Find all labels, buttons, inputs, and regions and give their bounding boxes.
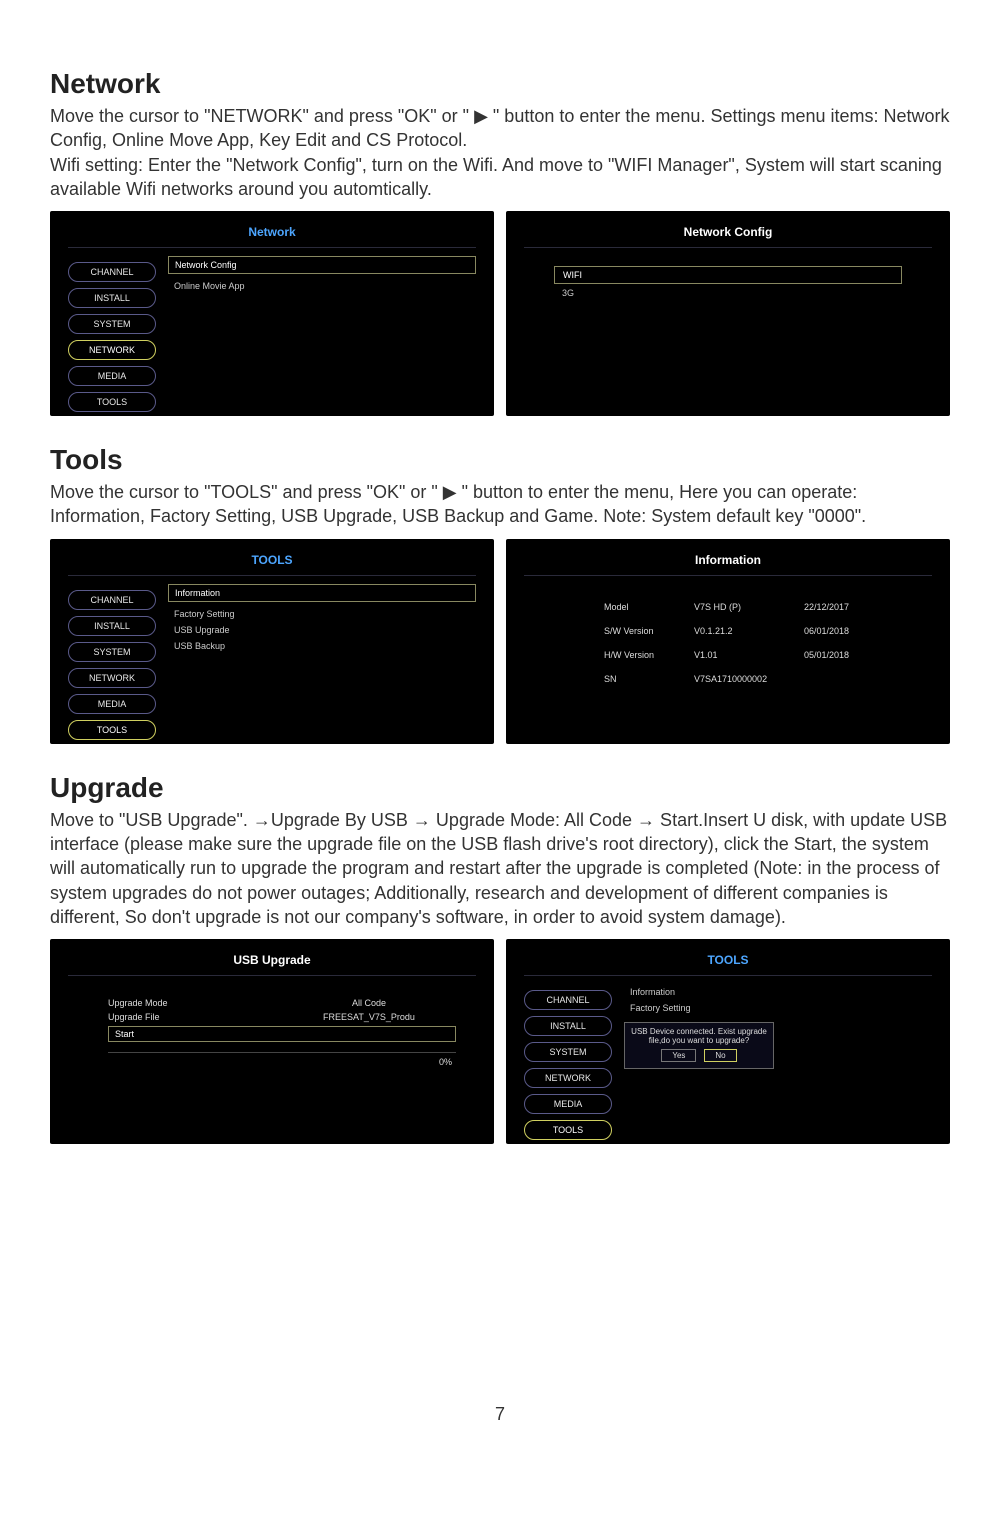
sidebar-item-channel[interactable]: CHANNEL: [68, 590, 156, 610]
option-usb-upgrade[interactable]: USB Upgrade: [168, 622, 476, 638]
upgrade-mode-label: Upgrade Mode: [108, 998, 282, 1008]
popup-text: USB Device connected. Exist upgrade file…: [631, 1027, 767, 1045]
info-label: Model: [604, 602, 694, 612]
sidebar-item-channel[interactable]: CHANNEL: [524, 990, 612, 1010]
info-date: [804, 674, 884, 684]
tools-screenshots-row: TOOLS CHANNEL INSTALL SYSTEM NETWORK MED…: [50, 539, 950, 744]
popup-yes-button[interactable]: Yes: [661, 1049, 696, 1062]
info-row-hw: H/W Version V1.01 05/01/2018: [604, 650, 892, 660]
info-val: V0.1.21.2: [694, 626, 804, 636]
screenshot-tools-menu: TOOLS CHANNEL INSTALL SYSTEM NETWORK MED…: [50, 539, 494, 744]
usb-row-file: Upgrade File FREESAT_V7S_Produ: [108, 1012, 456, 1022]
sidebar-item-system[interactable]: SYSTEM: [524, 1042, 612, 1062]
sidebar-item-tools[interactable]: TOOLS: [524, 1120, 612, 1140]
info-label: S/W Version: [604, 626, 694, 636]
screenshot-tools-popup: TOOLS CHANNEL INSTALL SYSTEM NETWORK MED…: [506, 939, 950, 1144]
info-date: 06/01/2018: [804, 626, 884, 636]
upgrade-file-value[interactable]: FREESAT_V7S_Produ: [282, 1012, 456, 1022]
sidebar-item-network[interactable]: NETWORK: [68, 340, 156, 360]
shot-title: USB Upgrade: [68, 949, 476, 976]
info-row-model: Model V7S HD (P) 22/12/2017: [604, 602, 892, 612]
info-val: V1.01: [694, 650, 804, 660]
sidebar-item-install[interactable]: INSTALL: [68, 288, 156, 308]
progress-bar: [108, 1052, 456, 1053]
section-heading-network: Network: [50, 68, 950, 100]
option-factory-setting[interactable]: Factory Setting: [168, 606, 476, 622]
menu-options: Information Factory Setting USB Upgrade …: [168, 584, 476, 740]
shot-title: Information: [524, 549, 932, 576]
info-val: V7SA1710000002: [694, 674, 804, 684]
screenshot-information: Information Model V7S HD (P) 22/12/2017 …: [506, 539, 950, 744]
section-body-upgrade: Move to "USB Upgrade". →Upgrade By USB →…: [50, 808, 950, 929]
menu-options: Information Factory Setting USB Device c…: [624, 984, 932, 1140]
section-heading-tools: Tools: [50, 444, 950, 476]
network-screenshots-row: Network CHANNEL INSTALL SYSTEM NETWORK M…: [50, 211, 950, 416]
sidebar-item-system[interactable]: SYSTEM: [68, 314, 156, 334]
start-button[interactable]: Start: [108, 1026, 456, 1042]
sidebar-item-install[interactable]: INSTALL: [68, 616, 156, 636]
sidebar: CHANNEL INSTALL SYSTEM NETWORK MEDIA TOO…: [68, 256, 156, 412]
sidebar-item-media[interactable]: MEDIA: [68, 366, 156, 386]
section-body-network: Move the cursor to "NETWORK" and press "…: [50, 104, 950, 201]
option-online-movie-app[interactable]: Online Movie App: [168, 278, 476, 294]
sidebar-item-channel[interactable]: CHANNEL: [68, 262, 156, 282]
info-row-sw: S/W Version V0.1.21.2 06/01/2018: [604, 626, 892, 636]
shot-title: TOOLS: [524, 949, 932, 976]
popup-no-button[interactable]: No: [704, 1049, 736, 1062]
screenshot-usb-upgrade: USB Upgrade Upgrade Mode All Code Upgrad…: [50, 939, 494, 1144]
netconf-3g[interactable]: 3G: [554, 284, 902, 302]
shot-title: Network: [68, 221, 476, 248]
sidebar-item-tools[interactable]: TOOLS: [68, 720, 156, 740]
info-val: V7S HD (P): [694, 602, 804, 612]
option-information[interactable]: Information: [624, 984, 932, 1000]
option-information[interactable]: Information: [168, 584, 476, 602]
option-network-config[interactable]: Network Config: [168, 256, 476, 274]
sidebar: CHANNEL INSTALL SYSTEM NETWORK MEDIA TOO…: [68, 584, 156, 740]
info-date: 22/12/2017: [804, 602, 884, 612]
upgrade-confirm-popup: USB Device connected. Exist upgrade file…: [624, 1022, 774, 1069]
sidebar: CHANNEL INSTALL SYSTEM NETWORK MEDIA TOO…: [524, 984, 612, 1140]
info-table: Model V7S HD (P) 22/12/2017 S/W Version …: [524, 584, 932, 684]
sidebar-item-media[interactable]: MEDIA: [68, 694, 156, 714]
section-body-tools: Move the cursor to "TOOLS" and press "OK…: [50, 480, 950, 529]
sidebar-item-tools[interactable]: TOOLS: [68, 392, 156, 412]
section-heading-upgrade: Upgrade: [50, 772, 950, 804]
page-number: 7: [50, 1404, 950, 1425]
screenshot-network-menu: Network CHANNEL INSTALL SYSTEM NETWORK M…: [50, 211, 494, 416]
info-row-sn: SN V7SA1710000002: [604, 674, 892, 684]
option-factory-setting[interactable]: Factory Setting: [624, 1000, 932, 1016]
info-label: H/W Version: [604, 650, 694, 660]
usb-row-mode: Upgrade Mode All Code: [108, 998, 456, 1008]
info-label: SN: [604, 674, 694, 684]
sidebar-item-media[interactable]: MEDIA: [524, 1094, 612, 1114]
option-usb-backup[interactable]: USB Backup: [168, 638, 476, 654]
progress-percent: 0%: [108, 1057, 456, 1067]
info-date: 05/01/2018: [804, 650, 884, 660]
upgrade-mode-value[interactable]: All Code: [282, 998, 456, 1008]
sidebar-item-network[interactable]: NETWORK: [68, 668, 156, 688]
sidebar-item-network[interactable]: NETWORK: [524, 1068, 612, 1088]
upgrade-screenshots-row: USB Upgrade Upgrade Mode All Code Upgrad…: [50, 939, 950, 1144]
shot-title: TOOLS: [68, 549, 476, 576]
menu-options: Network Config Online Movie App: [168, 256, 476, 412]
screenshot-network-config: Network Config WIFI 3G: [506, 211, 950, 416]
shot-title: Network Config: [524, 221, 932, 248]
netconf-wifi[interactable]: WIFI: [554, 266, 902, 284]
upgrade-file-label: Upgrade File: [108, 1012, 282, 1022]
sidebar-item-system[interactable]: SYSTEM: [68, 642, 156, 662]
sidebar-item-install[interactable]: INSTALL: [524, 1016, 612, 1036]
